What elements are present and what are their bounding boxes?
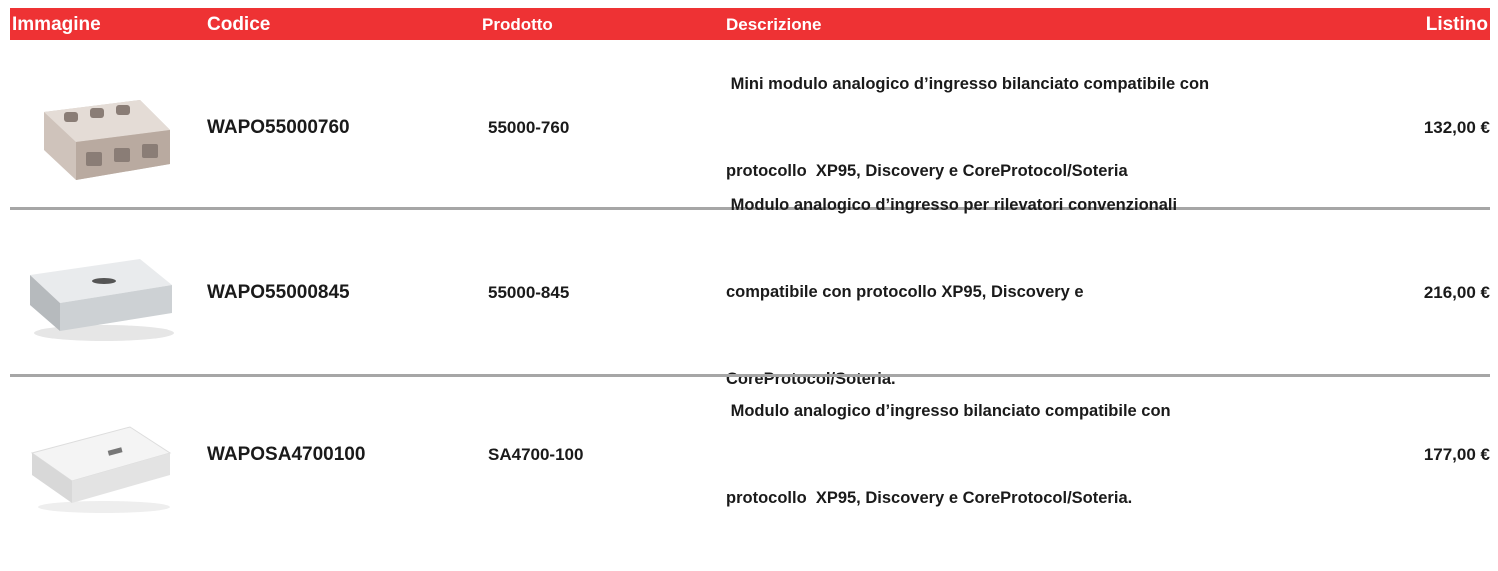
header-cell: Descrizione	[726, 15, 822, 34]
description-line: Modulo analogico d’ingresso bilanciato c…	[726, 402, 1171, 420]
code: WAPO55000760	[207, 117, 350, 138]
product: 55000-845	[488, 282, 570, 302]
description-line: Modulo analogico d’ingresso bilanciato c…	[726, 339, 1171, 571]
description-line: Modulo analogico d’ingresso per rilevato…	[726, 196, 1178, 214]
product-image	[44, 100, 170, 180]
table-row: WAPO55000845 55000-845 Modulo analogico …	[0, 196, 1498, 388]
code: WAPO55000845	[207, 281, 350, 303]
description-line: compatibile con protocollo XP95, Discove…	[726, 283, 1084, 301]
product-image	[30, 259, 174, 341]
price: 177,00 €	[1423, 445, 1490, 464]
description: Modulo analogico d’ingresso bilanciato c…	[726, 377, 1171, 533]
table-row: WAPOSA4700100 SA4700-100 Modulo analogic…	[0, 377, 1498, 533]
description-line: protocollo XP95, Discovery e CoreProtoco…	[726, 489, 1133, 507]
description: Modulo analogico d’ingresso per rilevato…	[726, 196, 1177, 388]
row-separator	[10, 374, 1490, 377]
price: 216,00 €	[1423, 282, 1490, 302]
header-cell: Immagine	[12, 14, 101, 35]
description-line: Modulo analogico d’ingresso per rilevato…	[726, 133, 1177, 452]
description: Mini modulo analogico d’ingresso bilanci…	[726, 48, 1209, 208]
product: SA4700-100	[488, 445, 584, 464]
code: WAPOSA4700100	[207, 444, 366, 465]
table-header: Immagine Codice Prodotto Descrizione Lis…	[10, 8, 1490, 40]
page: Immagine Codice Prodotto Descrizione Lis…	[0, 8, 1498, 533]
description-line: Mini modulo analogico d’ingresso bilanci…	[726, 12, 1209, 244]
description-line: Mini modulo analogico d’ingresso bilanci…	[726, 75, 1210, 93]
header-cell: Prodotto	[482, 15, 553, 34]
table-row: WAPO55000760 55000-760 Mini modulo analo…	[0, 48, 1498, 208]
product-image	[30, 426, 172, 513]
row-separator	[10, 207, 1490, 210]
price: 132,00 €	[1423, 118, 1490, 137]
description-line: protocollo XP95, Discovery e CoreProtoco…	[726, 162, 1128, 180]
header-cell: Codice	[207, 14, 271, 35]
product: 55000-760	[488, 118, 570, 137]
header-cell: Listino	[1425, 14, 1488, 35]
